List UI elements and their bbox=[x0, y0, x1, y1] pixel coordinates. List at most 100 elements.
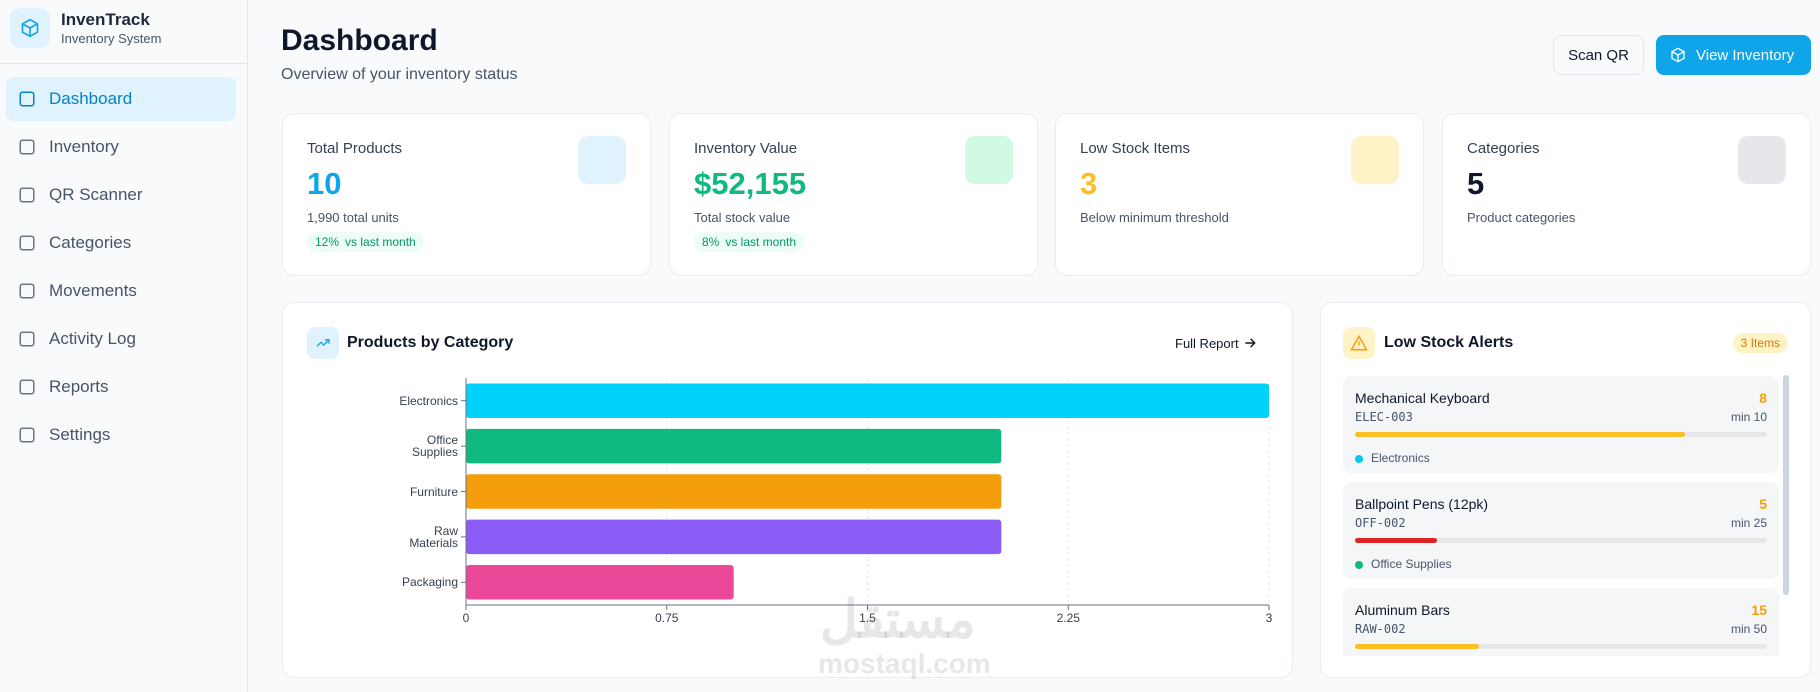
nav-icon bbox=[19, 91, 35, 107]
alerts-title: Low Stock Alerts bbox=[1384, 334, 1514, 351]
app-name: InvenTrack bbox=[61, 10, 150, 29]
trend-badge: 8% vs last month bbox=[694, 232, 805, 252]
bar bbox=[466, 474, 1002, 509]
nav-icon bbox=[19, 139, 35, 155]
stat-label: Low Stock Items bbox=[1080, 140, 1191, 157]
view-inventory-button[interactable]: View Inventory bbox=[1656, 35, 1811, 75]
nav-icon bbox=[19, 379, 35, 395]
chart-icon bbox=[307, 327, 339, 359]
stat-card: Inventory Value $52,155 Total stock value 8… bbox=[669, 113, 1038, 276]
stock-bar bbox=[1355, 432, 1685, 437]
page-subtitle: Overview of your inventory status bbox=[281, 66, 518, 83]
trend-text: vs last month bbox=[345, 235, 416, 249]
stat-card: Total Products 10 1,990 total units 12% vs l… bbox=[282, 113, 651, 276]
x-tick-label: 3 bbox=[1265, 611, 1273, 625]
full-report-link[interactable]: Full Report bbox=[1175, 336, 1239, 351]
chart bbox=[461, 378, 1270, 610]
alerts-card: Low Stock Alerts 3 Items Mechanical Keyb… bbox=[1320, 302, 1811, 678]
x-tick-label: 1.5 bbox=[859, 611, 876, 625]
stat-sub: Product categories bbox=[1467, 210, 1576, 225]
item-min: min 50 bbox=[1730, 622, 1767, 636]
nav-item[interactable]: Reports bbox=[6, 365, 236, 409]
alerts-list: Mechanical Keyboard ELEC-003 8 min 10 Electr… bbox=[1321, 373, 1810, 656]
x-tick-label: 0 bbox=[462, 611, 470, 625]
stat-card: Low Stock Items 3 Below minimum threshold bbox=[1055, 113, 1424, 276]
trend-value: 8% bbox=[702, 235, 720, 249]
nav-item[interactable]: QR Scanner bbox=[6, 173, 236, 217]
sidebar: InvenTrack Inventory System Dashboard Inv… bbox=[0, 0, 248, 692]
stat-sub: 1,990 total units bbox=[307, 210, 399, 225]
stat-card: Categories 5 Product categories bbox=[1442, 113, 1811, 276]
item-sku: RAW-002 bbox=[1355, 622, 1406, 636]
button-icon bbox=[1671, 47, 1685, 63]
bar bbox=[466, 428, 1002, 464]
stock-bar bbox=[1355, 644, 1479, 649]
category-dot bbox=[1355, 455, 1363, 463]
alerts-badge: 3 Items bbox=[1732, 333, 1788, 353]
bar bbox=[466, 519, 1002, 555]
nav-icon bbox=[19, 235, 35, 251]
bar bbox=[466, 383, 1269, 418]
item-qty: 15 bbox=[1751, 602, 1767, 618]
scrollbar bbox=[1783, 375, 1789, 595]
page-title: Dashboard bbox=[281, 24, 438, 57]
chart-card: Products by Category Full Report 0 0.75 1.… bbox=[282, 302, 1293, 678]
stock-track bbox=[1355, 644, 1767, 649]
chart-title: Products by Category bbox=[347, 334, 514, 351]
item-category: Office Supplies bbox=[1371, 557, 1452, 571]
watermark: mostaql.com bbox=[818, 648, 991, 679]
app-subtitle: Inventory System bbox=[61, 31, 162, 46]
item-name: Mechanical Keyboard bbox=[1355, 390, 1490, 406]
stat-icon bbox=[1738, 136, 1786, 184]
stat-value: 10 bbox=[307, 166, 342, 201]
nav-item[interactable]: Inventory bbox=[6, 125, 236, 169]
stock-bar bbox=[1355, 538, 1438, 543]
stat-label: Total Products bbox=[307, 140, 403, 157]
alert-item: Ballpoint Pens (12pk) OFF-002 5 min 25 Offic… bbox=[1343, 482, 1779, 579]
y-tick-label: Electronics bbox=[399, 393, 458, 408]
bar bbox=[466, 565, 734, 600]
trend-value: 12% bbox=[315, 235, 340, 249]
trend-badge: 12% vs last month bbox=[307, 232, 424, 252]
arrow-icon bbox=[1245, 338, 1256, 348]
nav-item[interactable]: Settings bbox=[6, 413, 236, 457]
stat-value: $52,155 bbox=[694, 166, 807, 201]
item-qty: 5 bbox=[1759, 496, 1767, 512]
alert-icon bbox=[1343, 327, 1375, 359]
y-tick-label: Office Supplies bbox=[411, 433, 458, 460]
nav-icon bbox=[19, 187, 35, 203]
item-category: Electronics bbox=[1371, 451, 1430, 465]
scan-qr-button[interactable]: Scan QR bbox=[1553, 35, 1644, 75]
nav-item[interactable]: Categories bbox=[6, 221, 236, 265]
item-qty: 8 bbox=[1759, 390, 1767, 406]
stock-track bbox=[1355, 432, 1767, 437]
y-tick-label: Packaging bbox=[401, 575, 458, 590]
alert-item: Mechanical Keyboard ELEC-003 8 min 10 Electr… bbox=[1343, 376, 1779, 473]
item-sku: OFF-002 bbox=[1355, 516, 1406, 530]
watermark: مستقل bbox=[820, 591, 976, 649]
item-min: min 25 bbox=[1730, 516, 1767, 530]
stat-value: 3 bbox=[1080, 166, 1098, 201]
x-tick-label: 2.25 bbox=[1056, 611, 1080, 625]
item-name: Ballpoint Pens (12pk) bbox=[1355, 496, 1489, 512]
item-sku: ELEC-003 bbox=[1355, 410, 1413, 424]
stat-sub: Below minimum threshold bbox=[1080, 210, 1229, 225]
nav-item[interactable]: Activity Log bbox=[6, 317, 236, 361]
item-name: Aluminum Bars bbox=[1355, 602, 1450, 618]
divider bbox=[0, 63, 248, 64]
stat-icon bbox=[1351, 136, 1399, 184]
stat-label: Inventory Value bbox=[694, 140, 798, 157]
stat-icon bbox=[965, 136, 1013, 184]
stat-label: Categories bbox=[1467, 140, 1540, 157]
nav-item[interactable]: Movements bbox=[6, 269, 236, 313]
nav-icon bbox=[19, 283, 35, 299]
logo bbox=[10, 8, 50, 48]
nav-item[interactable]: Dashboard bbox=[6, 77, 236, 121]
x-tick-label: 0.75 bbox=[655, 611, 679, 625]
stat-value: 5 bbox=[1467, 166, 1485, 201]
stat-sub: Total stock value bbox=[694, 210, 791, 225]
trend-text: vs last month bbox=[725, 235, 797, 249]
stock-track bbox=[1355, 538, 1767, 543]
